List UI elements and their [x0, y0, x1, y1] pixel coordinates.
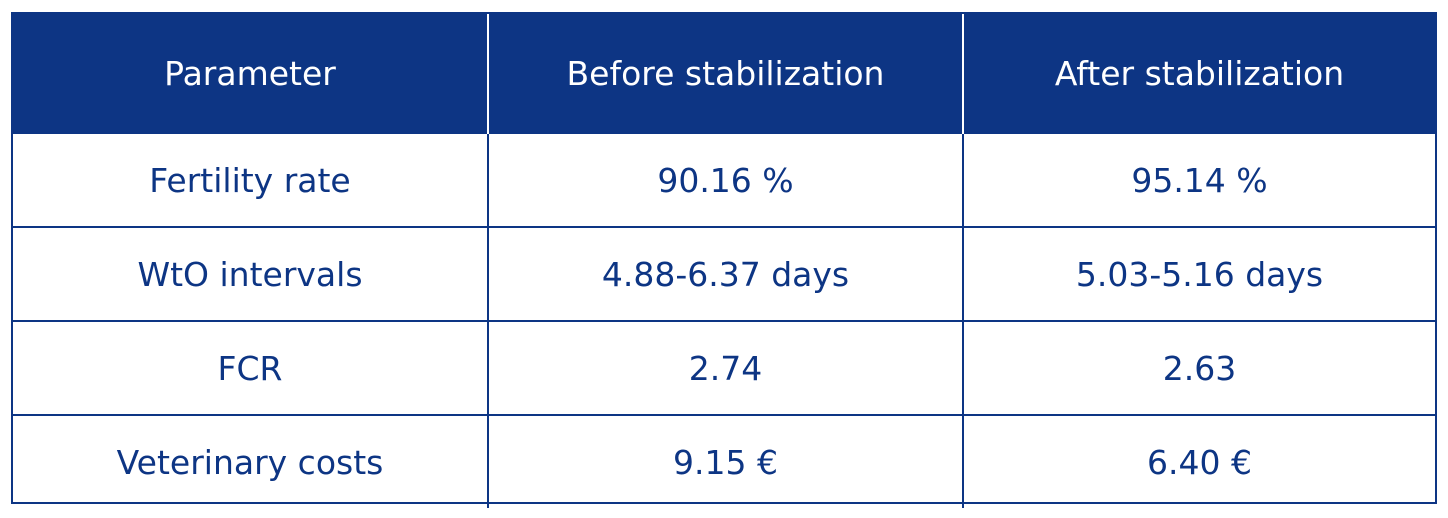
cell-after: 6.40 € — [963, 414, 1435, 508]
table-row: WtO intervals 4.88-6.37 days 5.03-5.16 d… — [13, 226, 1435, 321]
cell-before: 90.16 % — [488, 132, 964, 227]
header-before-stabilization: Before stabilization — [488, 14, 964, 133]
table-row: FCR 2.74 2.63 — [13, 320, 1435, 415]
table-body: Fertility rate 90.16 % 95.14 % WtO inter… — [13, 132, 1435, 508]
cell-parameter: Veterinary costs — [13, 414, 489, 508]
cell-before: 2.74 — [488, 320, 964, 415]
cell-after: 2.63 — [963, 320, 1435, 415]
header-row: Parameter Before stabilization After sta… — [13, 14, 1435, 133]
cell-parameter: FCR — [13, 320, 489, 415]
cell-parameter: Fertility rate — [13, 132, 489, 227]
data-table: Parameter Before stabilization After sta… — [13, 14, 1435, 508]
cell-after: 95.14 % — [963, 132, 1435, 227]
cell-parameter: WtO intervals — [13, 226, 489, 321]
cell-after: 5.03-5.16 days — [963, 226, 1435, 321]
table-row: Veterinary costs 9.15 € 6.40 € — [13, 414, 1435, 508]
cell-before: 9.15 € — [488, 414, 964, 508]
table-header: Parameter Before stabilization After sta… — [13, 14, 1435, 133]
header-parameter: Parameter — [13, 14, 489, 133]
comparison-table: Parameter Before stabilization After sta… — [11, 12, 1437, 508]
cell-before: 4.88-6.37 days — [488, 226, 964, 321]
table-row: Fertility rate 90.16 % 95.14 % — [13, 132, 1435, 227]
header-after-stabilization: After stabilization — [963, 14, 1435, 133]
